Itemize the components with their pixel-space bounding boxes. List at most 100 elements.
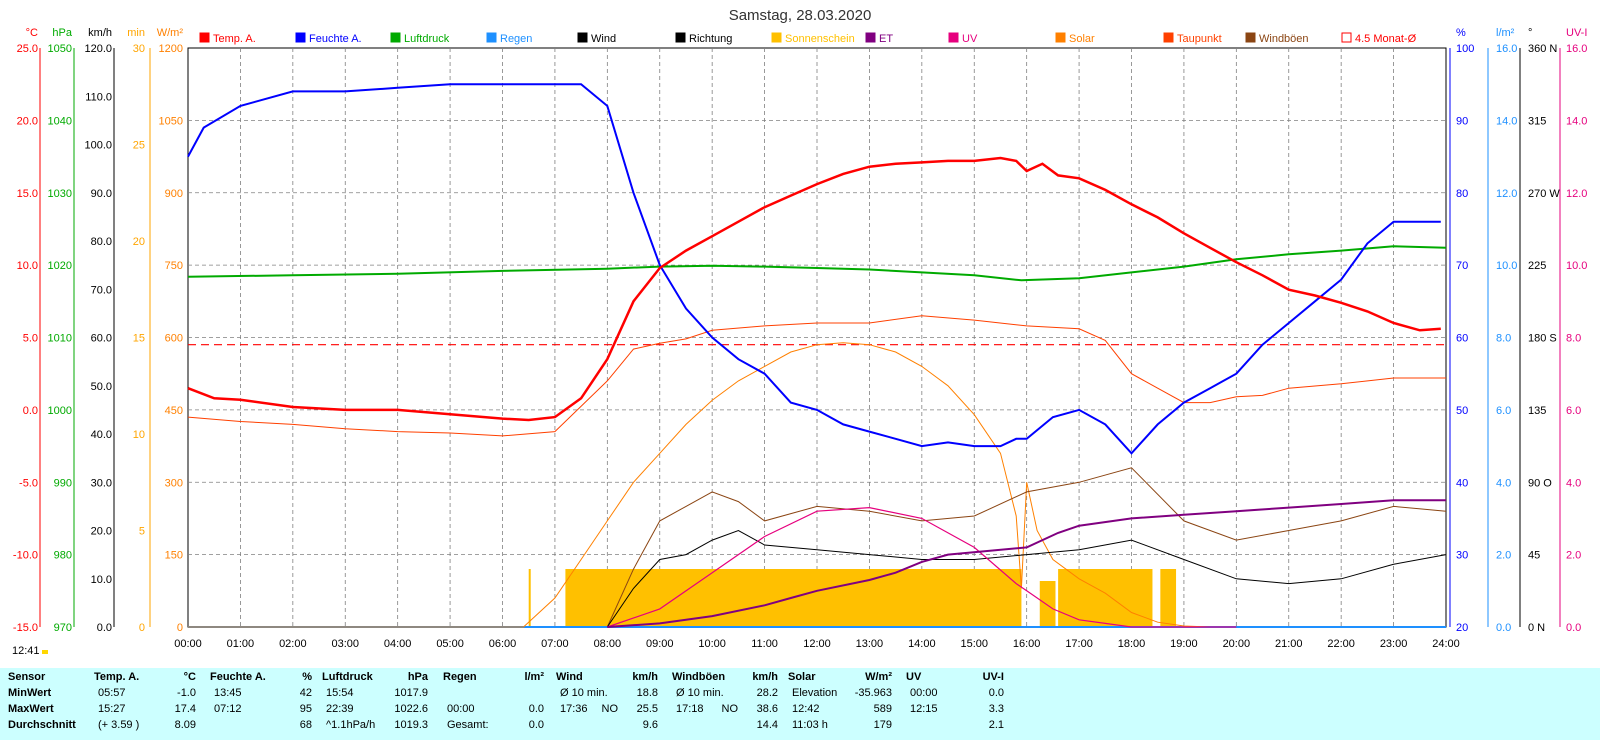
stats-unit: hPa <box>407 671 428 683</box>
right-tick-1: 14.0 <box>1496 115 1517 127</box>
right-tick-3: 14.0 <box>1566 115 1587 127</box>
stats-header: Solar <box>788 671 816 683</box>
legend-label-10: Taupunkt <box>1177 33 1222 45</box>
left-tick-1: 1000 <box>48 405 72 417</box>
stats-table: Sensor MinWert MaxWert Durchschnitt Temp. A.… <box>0 668 1600 740</box>
stats-value: 0.0 <box>528 719 544 731</box>
right-tick-3: 16.0 <box>1566 43 1587 55</box>
x-tick-label: 12:00 <box>803 638 831 650</box>
left-tick-2: 40.0 <box>91 429 112 441</box>
right-tick-2: 0 N <box>1528 622 1545 634</box>
stats-row-label: MaxWert <box>8 703 54 715</box>
right-tick-3: 2.0 <box>1566 550 1581 562</box>
stats-unit: W/m² <box>865 671 892 683</box>
stats-value: 8.09 <box>174 719 196 731</box>
stats-unit: °C <box>183 671 196 683</box>
series-solar <box>188 342 1211 628</box>
series-temp <box>187 156 1441 422</box>
stats-time: Ø 10 min. <box>676 687 724 699</box>
stats-time: Gesamt: <box>447 719 489 731</box>
right-axis-unit-2: ° <box>1528 27 1532 39</box>
stats-unit: km/h <box>632 671 658 683</box>
legend-swatch-6 <box>771 32 782 43</box>
x-tick-label: 20:00 <box>1223 638 1251 650</box>
left-tick-0: -10.0 <box>13 550 38 562</box>
sunshine-block <box>1039 581 1056 627</box>
right-tick-0: 100 <box>1456 43 1474 55</box>
left-tick-1: 1020 <box>48 260 72 272</box>
left-tick-2: 0.0 <box>97 622 112 634</box>
stats-value: 42 <box>299 687 312 699</box>
stats-unit: km/h <box>752 671 778 683</box>
right-tick-0: 70 <box>1456 260 1468 272</box>
legend-swatch-3 <box>486 32 497 43</box>
left-tick-1: 990 <box>54 477 72 489</box>
right-tick-1: 8.0 <box>1496 333 1511 345</box>
right-tick-0: 30 <box>1456 550 1468 562</box>
left-tick-2: 80.0 <box>91 236 112 248</box>
stats-unit: % <box>302 671 312 683</box>
left-axis-unit-0: °C <box>26 27 38 39</box>
stats-header: Feuchte A. <box>210 671 266 683</box>
left-tick-1: 1030 <box>48 188 72 200</box>
x-tick-label: 04:00 <box>384 638 412 650</box>
right-tick-1: 4.0 <box>1496 477 1511 489</box>
left-tick-1: 1040 <box>48 115 72 127</box>
right-tick-3: 0.0 <box>1566 622 1581 634</box>
stats-value: 2.1 <box>988 719 1004 731</box>
x-tick-label: 16:00 <box>1013 638 1041 650</box>
left-tick-2: 20.0 <box>91 526 112 538</box>
right-tick-2: 315 <box>1528 115 1546 127</box>
stats-time: 12:42 <box>792 703 820 715</box>
left-tick-0: 20.0 <box>17 115 38 127</box>
series-luftdruck <box>187 245 1447 282</box>
legend-swatch-4 <box>577 32 588 43</box>
stats-time: 00:00 <box>910 687 938 699</box>
legend-swatch-12 <box>1341 32 1352 43</box>
right-axis-unit-1: l/m² <box>1496 27 1515 39</box>
stats-value: -35.963 <box>854 687 892 699</box>
series-taupunkt <box>187 315 1446 437</box>
right-tick-1: 6.0 <box>1496 405 1511 417</box>
legend-swatch-9 <box>1055 32 1066 43</box>
stats-time: 12:15 <box>910 703 938 715</box>
left-tick-4: 150 <box>165 550 183 562</box>
stats-value: 179 <box>873 719 892 731</box>
left-axis-unit-3: min <box>127 27 145 39</box>
legend-label-2: Luftdruck <box>404 33 450 45</box>
timestamp-label: 12:41 <box>12 645 40 657</box>
x-tick-label: 09:00 <box>646 638 674 650</box>
stats-header: Luftdruck <box>322 671 373 683</box>
x-tick-label: 01:00 <box>227 638 255 650</box>
right-tick-0: 20 <box>1456 622 1468 634</box>
legend-label-0: Temp. A. <box>213 33 256 45</box>
left-axis-unit-2: km/h <box>88 27 112 39</box>
stats-time: 17:18 <box>676 703 704 715</box>
x-tick-label: 02:00 <box>279 638 307 650</box>
x-tick-label: 21:00 <box>1275 638 1303 650</box>
stats-time: 11:03 h <box>792 719 828 731</box>
right-tick-2: 270 W <box>1528 188 1560 200</box>
stats-value: 95 <box>299 703 312 715</box>
stats-time: 15:54 <box>326 687 354 699</box>
stats-time: Ø 10 min. <box>560 687 608 699</box>
left-tick-2: 50.0 <box>91 381 112 393</box>
x-tick-label: 07:00 <box>541 638 569 650</box>
stats-value: 14.4 <box>756 719 778 731</box>
left-tick-0: 15.0 <box>17 188 38 200</box>
x-tick-label: 18:00 <box>1118 638 1146 650</box>
x-tick-label: 14:00 <box>908 638 936 650</box>
stats-header: Regen <box>443 671 477 683</box>
series-wind <box>606 529 1447 628</box>
stats-value: 1019.3 <box>394 719 428 731</box>
left-axis-unit-1: hPa <box>52 27 72 39</box>
right-tick-3: 10.0 <box>1566 260 1587 272</box>
legend-label-5: Richtung <box>689 33 732 45</box>
timestamp-marker <box>42 650 48 654</box>
left-tick-2: 120.0 <box>84 43 112 55</box>
left-tick-2: 100.0 <box>84 140 112 152</box>
stats-row-label: Durchschnitt <box>8 719 76 731</box>
stats-value: 17.4 <box>174 703 196 715</box>
legend-label-6: Sonnenschein <box>785 33 855 45</box>
right-tick-1: 0.0 <box>1496 622 1511 634</box>
